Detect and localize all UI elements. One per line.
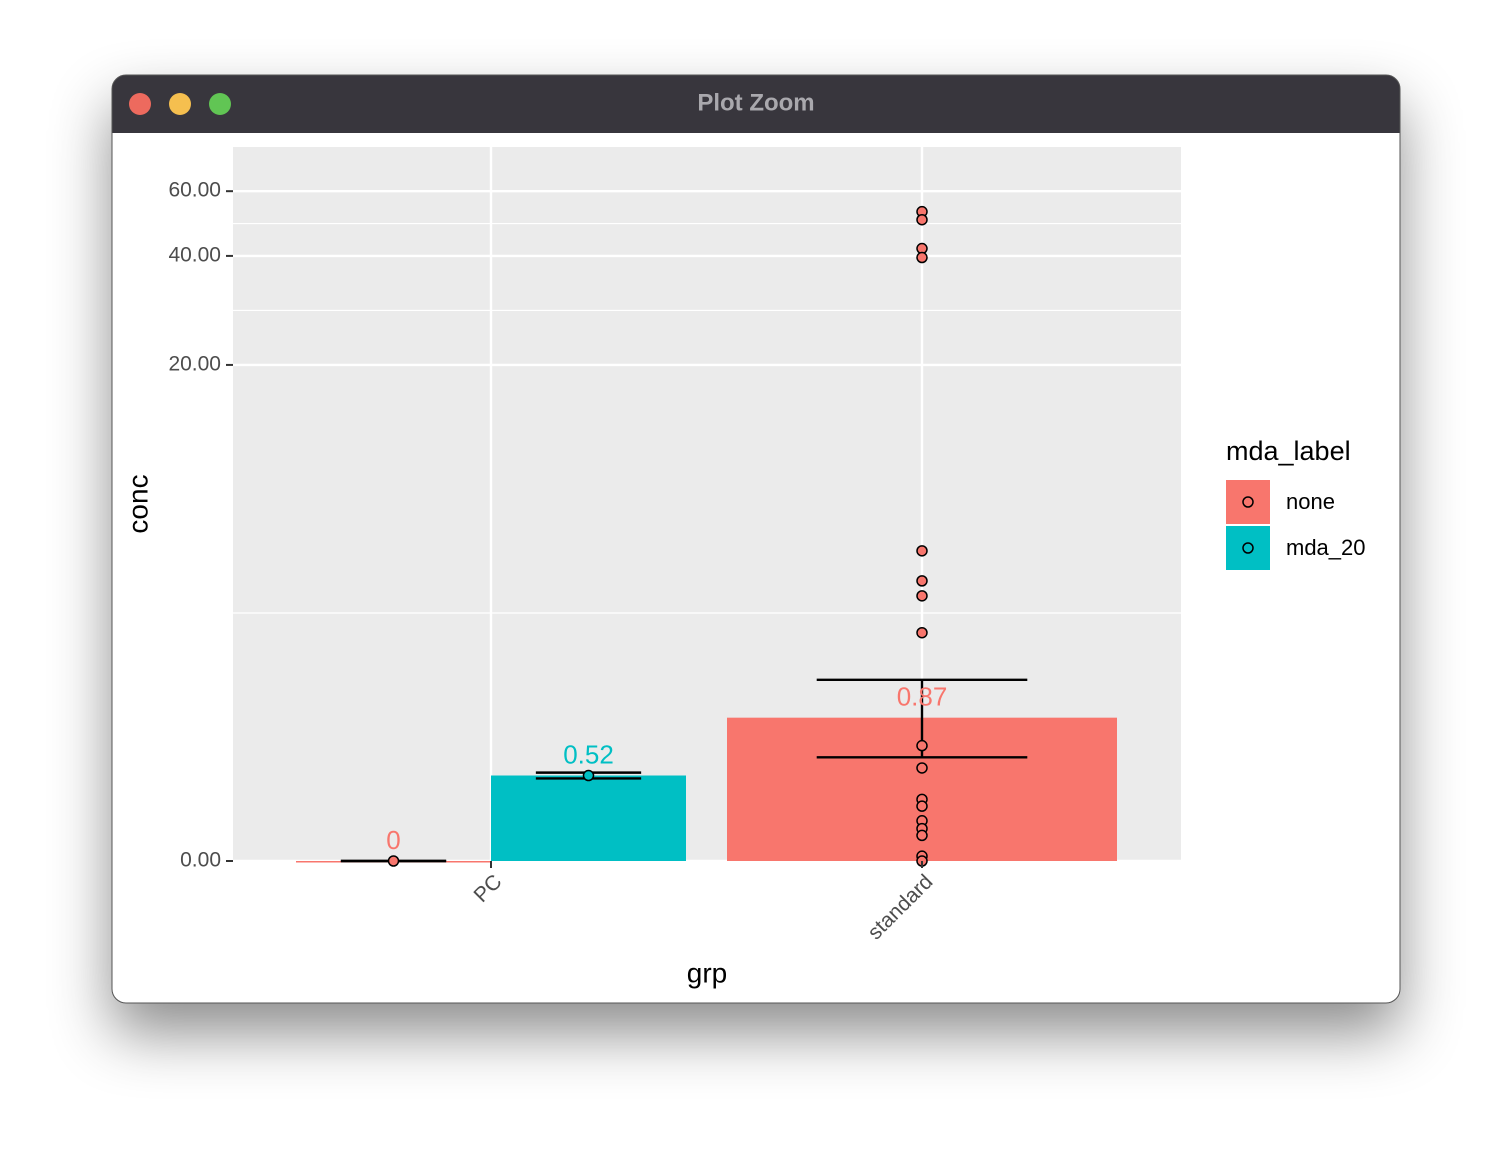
point [916,762,928,774]
point [916,251,928,264]
point [916,545,928,557]
point [916,739,928,752]
window-title: Plot Zoom [697,89,814,116]
data-label: 0.52 [563,739,614,769]
point [916,213,928,226]
minimize-button[interactable] [169,93,191,115]
legend-title: mda_label [1226,436,1351,466]
y-tick-label: 0.00 [180,849,221,872]
y-tick-label: 40.00 [168,243,221,266]
point [387,855,400,867]
legend-label: none [1286,489,1335,514]
y-tick-label: 20.00 [168,352,221,375]
close-button[interactable] [129,93,151,115]
point [916,626,928,639]
point [916,575,928,587]
zoom-button[interactable] [209,93,231,115]
title-bar [112,75,1400,133]
x-axis-title: grp [687,957,727,988]
y-axis-title: conc [122,474,153,533]
legend-label: mda_20 [1286,535,1366,560]
window-border [111,74,1401,1004]
data-label: 0.87 [897,682,948,712]
bar [491,775,686,861]
point [916,800,928,812]
data-label: 0 [386,825,400,855]
legend-key-point [1242,496,1254,508]
point [916,590,928,602]
marks: 0 0.52 0.87 [296,205,1117,867]
point [582,769,595,782]
legend-key-point [1242,542,1254,554]
y-tick-label: 60.00 [168,179,221,202]
point [916,829,928,842]
